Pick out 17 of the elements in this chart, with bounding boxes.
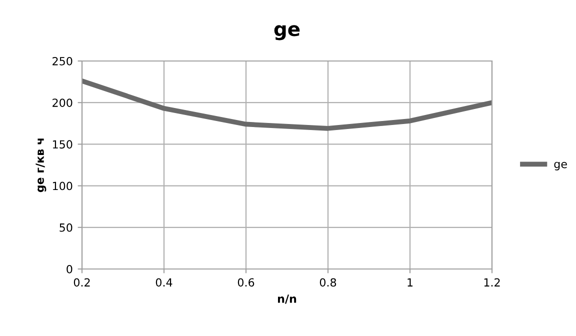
- x-axis-title: n/n: [278, 294, 296, 304]
- y-axis-title: ge г/кв ч: [36, 138, 46, 192]
- y-tick-label: 250: [52, 56, 72, 66]
- line-series: [82, 78, 492, 131]
- x-tick-label: 0.2: [74, 278, 90, 287]
- x-tick-label: 0.4: [156, 278, 172, 287]
- x-tick-label: 0.6: [238, 278, 254, 287]
- x-tick-label: 1: [408, 278, 413, 286]
- y-tick-label: 200: [52, 98, 72, 107]
- y-tick-label: 50: [60, 223, 72, 232]
- x-tick-label: 0.8: [320, 278, 336, 287]
- y-tick-label: 0: [66, 264, 72, 274]
- y-tick-label: 150: [52, 140, 72, 149]
- x-tick-label: 1.2: [484, 278, 500, 286]
- chart-title: ge: [274, 25, 300, 40]
- y-tick-label: 100: [52, 182, 72, 190]
- legend-label: ge: [554, 162, 567, 170]
